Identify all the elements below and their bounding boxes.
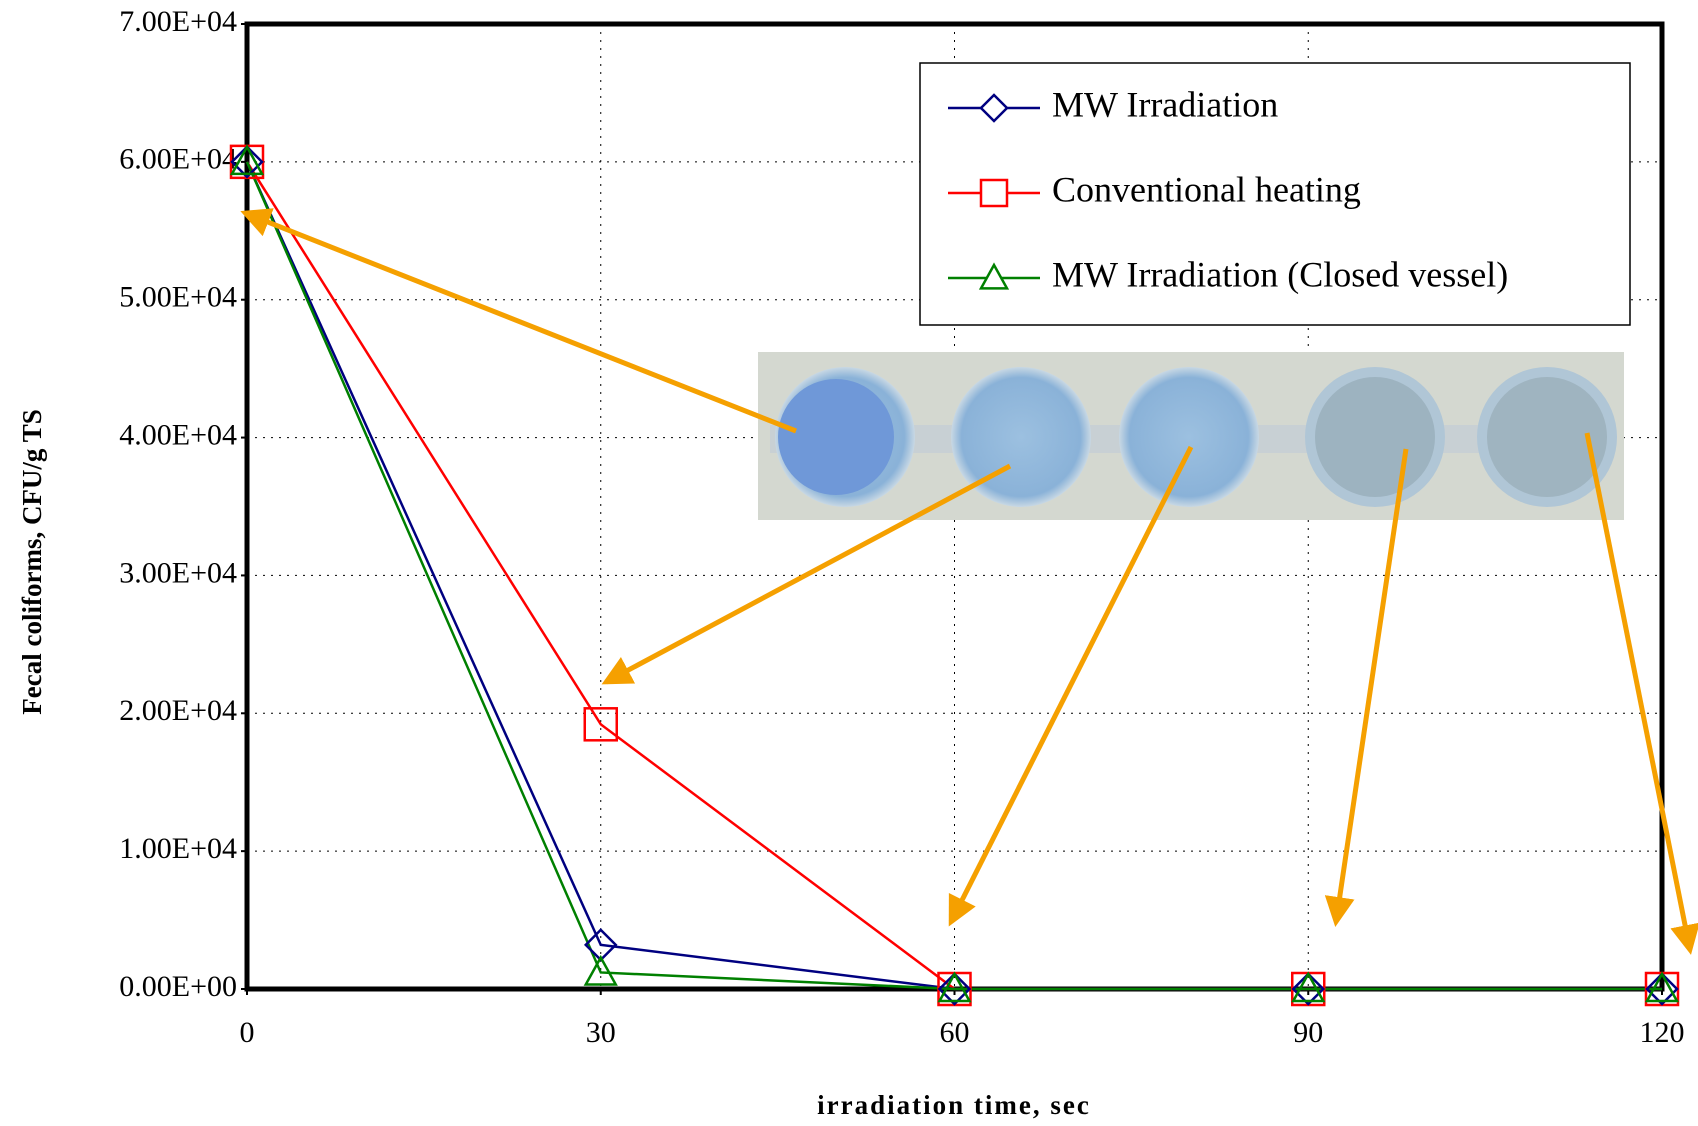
y-tick-label: 4.00E+04	[119, 418, 237, 451]
arrow	[1587, 433, 1690, 950]
arrow	[245, 213, 796, 431]
x-tick-label: 60	[940, 1016, 970, 1049]
x-axis-label: irradiation time, sec	[817, 1090, 1091, 1120]
y-tick-label: 0.00E+00	[119, 970, 237, 1003]
y-tick-label: 7.00E+04	[119, 5, 237, 38]
y-tick-label: 1.00E+04	[119, 832, 237, 865]
marker	[981, 180, 1007, 206]
y-tick-label: 5.00E+04	[119, 281, 237, 314]
x-tick-label: 90	[1293, 1016, 1323, 1049]
x-tick-label: 0	[240, 1016, 255, 1049]
chart: 0.00E+00 1.00E+04 2.00E+04 3.00E+04 4.00E+04…	[0, 0, 1698, 1126]
legend-label: MW Irradiation (Closed vessel)	[1052, 254, 1508, 294]
x-tick-label: 30	[586, 1016, 616, 1049]
petri-dish-photo	[758, 352, 1624, 520]
legend-label: MW Irradiation	[1052, 84, 1278, 124]
legend: MW Irradiation Conventional heating MW Irr…	[920, 63, 1630, 325]
x-tick-label: 120	[1640, 1016, 1685, 1049]
page: 0.00E+00 1.00E+04 2.00E+04 3.00E+04 4.00E+04…	[0, 0, 1698, 1126]
y-tick-label: 2.00E+04	[119, 694, 237, 727]
y-tick-label: 3.00E+04	[119, 556, 237, 589]
y-axis-label: Fecal coliforms, CFU/g TS	[17, 409, 47, 714]
legend-label: Conventional heating	[1052, 169, 1361, 209]
y-tick-label: 6.00E+04	[119, 143, 237, 176]
